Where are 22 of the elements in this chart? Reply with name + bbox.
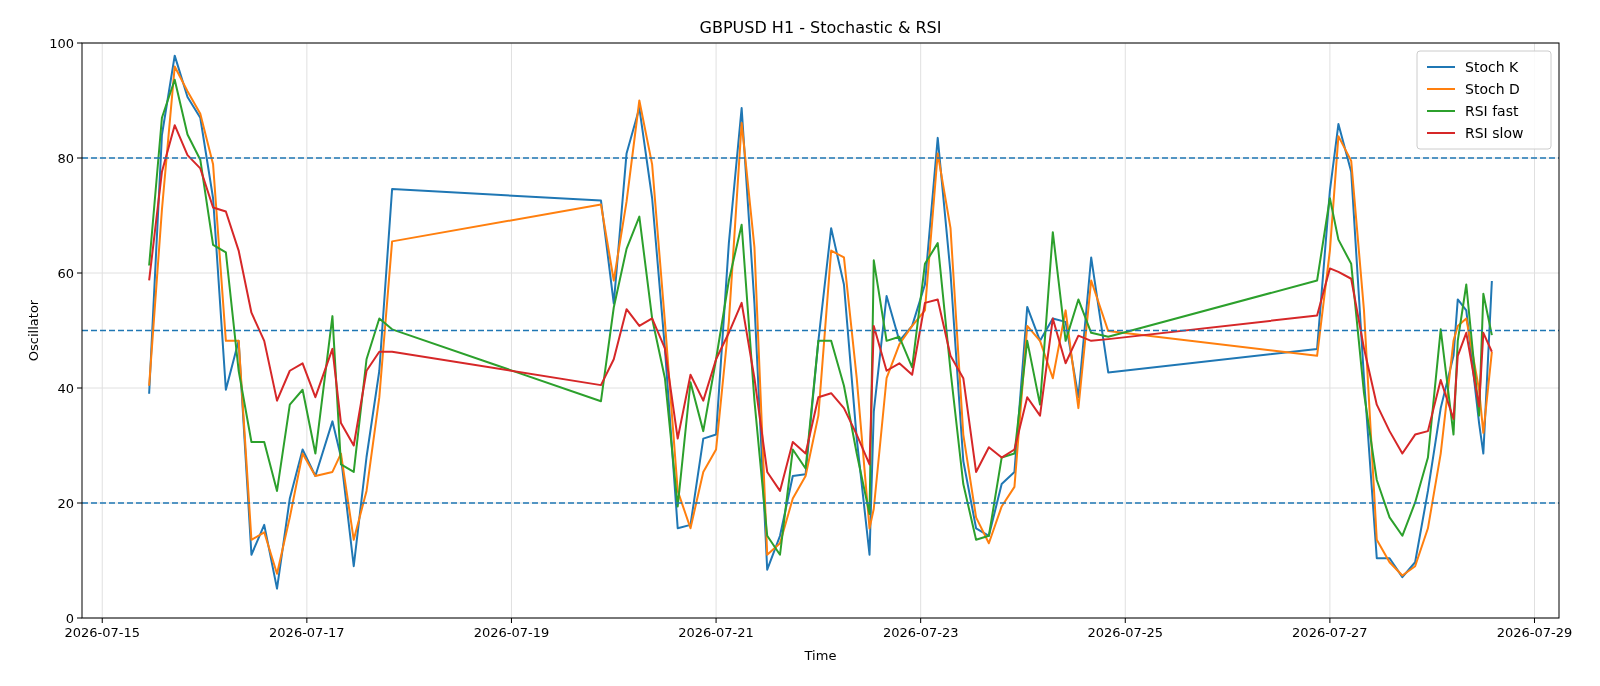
x-tick-label: 2026-07-17: [269, 625, 345, 640]
x-axis-title: Time: [803, 648, 837, 663]
x-tick-label: 2026-07-15: [64, 625, 141, 640]
y-tick-label: 80: [57, 150, 74, 166]
x-tick-label: 2026-07-19: [473, 625, 550, 640]
chart-title: GBPUSD H1 - Stochastic & RSI: [699, 18, 942, 37]
x-tick-label: 2026-07-27: [1292, 625, 1368, 640]
legend-label: RSI fast: [1465, 103, 1519, 119]
y-axis-title: Oscillator: [26, 299, 41, 362]
y-tick-label: 20: [57, 495, 74, 511]
y-tick-label: 60: [57, 265, 74, 281]
legend-label: RSI slow: [1465, 125, 1524, 141]
legend-label: Stoch D: [1465, 81, 1520, 97]
y-tick-label: 100: [49, 35, 74, 51]
y-tick-label: 40: [57, 380, 74, 396]
line-series: [148, 124, 1493, 492]
y-tick-label: 0: [65, 610, 74, 626]
x-tick-label: 2026-07-21: [678, 625, 754, 640]
x-tick-label: 2026-07-29: [1496, 625, 1573, 640]
x-tick-label: 2026-07-25: [1087, 625, 1164, 640]
legend-label: Stoch K: [1465, 59, 1519, 75]
x-tick-label: 2026-07-23: [882, 625, 959, 640]
